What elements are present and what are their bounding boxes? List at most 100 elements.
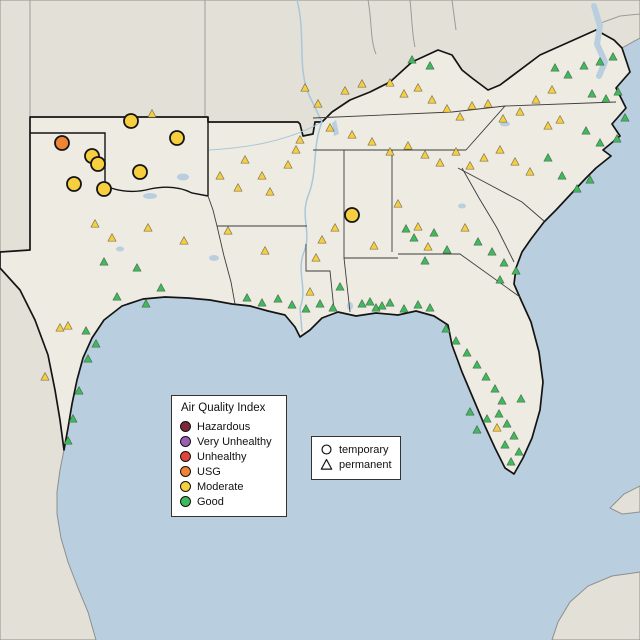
permanent-station-marker (147, 109, 157, 118)
permanent-station-marker (407, 55, 417, 64)
permanent-station-marker (357, 299, 367, 308)
aqi-swatch-moderate (180, 481, 191, 492)
permanent-station-marker (83, 354, 93, 363)
permanent-station-marker (273, 294, 283, 303)
permanent-station-marker (472, 425, 482, 434)
permanent-station-marker (460, 223, 470, 232)
arkansas-river (208, 121, 323, 151)
permanent-station-marker (143, 223, 153, 232)
permanent-station-marker (107, 233, 117, 242)
aqi-legend-item: Moderate (180, 479, 278, 494)
permanent-station-marker (81, 326, 91, 335)
permanent-station-marker (429, 228, 439, 237)
permanent-station-marker (500, 440, 510, 449)
permanent-station-marker (425, 303, 435, 312)
background-state-boundaries (29, 0, 640, 117)
permanent-station-marker (112, 292, 122, 301)
chesapeake-bay (591, 3, 608, 79)
permanent-station-marker (497, 396, 507, 405)
permanent-station-marker (385, 78, 395, 87)
permanent-station-marker (413, 300, 423, 309)
symbol-legend: temporary permanent (311, 436, 401, 480)
temporary-station-marker (344, 207, 360, 223)
permanent-station-marker (215, 171, 225, 180)
permanent-station-marker (91, 339, 101, 348)
permanent-station-marker (515, 107, 525, 116)
permanent-station-marker (315, 299, 325, 308)
aqi-category-label: USG (197, 465, 221, 478)
permanent-station-marker (572, 184, 582, 193)
permanent-station-marker (365, 297, 375, 306)
permanent-station-marker (63, 436, 73, 445)
permanent-station-marker (451, 336, 461, 345)
permanent-station-marker (257, 298, 267, 307)
permanent-station-marker (425, 61, 435, 70)
permanent-station-marker (401, 224, 411, 233)
permanent-station-marker (132, 263, 142, 272)
aqi-swatch-unhealthy (180, 451, 191, 462)
aqi-legend-item: Unhealthy (180, 449, 278, 464)
symbol-legend-item: permanent (320, 457, 392, 472)
permanent-station-marker (90, 219, 100, 228)
permanent-station-marker (313, 99, 323, 108)
permanent-station-marker (465, 161, 475, 170)
permanent-station-marker (393, 199, 403, 208)
permanent-station-marker (467, 101, 477, 110)
permanent-station-marker (595, 138, 605, 147)
permanent-station-marker (260, 246, 270, 255)
aqi-category-label: Very Unhealthy (197, 435, 272, 448)
permanent-station-marker (367, 137, 377, 146)
permanent-station-marker (516, 394, 526, 403)
permanent-station-marker (317, 235, 327, 244)
permanent-station-marker (68, 414, 78, 423)
permanent-station-marker (340, 86, 350, 95)
permanent-station-marker (325, 123, 335, 132)
mississippi-river (296, 0, 323, 333)
permanent-station-marker (502, 419, 512, 428)
permanent-station-marker (300, 83, 310, 92)
permanent-station-marker (179, 236, 189, 245)
triangle-symbol-icon (320, 458, 333, 470)
aqi-category-label: Good (197, 495, 224, 508)
permanent-station-marker (283, 160, 293, 169)
permanent-station-marker (223, 226, 233, 235)
permanent-station-marker (305, 287, 315, 296)
permanent-station-marker (435, 158, 445, 167)
permanent-station-marker (531, 95, 541, 104)
permanent-station-marker (328, 303, 338, 312)
permanent-station-marker (74, 386, 84, 395)
temporary-station-marker (90, 156, 106, 172)
permanent-station-marker (612, 134, 622, 143)
permanent-station-marker (547, 85, 557, 94)
lakes (116, 120, 510, 310)
permanent-station-marker (601, 94, 611, 103)
permanent-station-marker (550, 63, 560, 72)
permanent-station-marker (490, 384, 500, 393)
circle-symbol-icon (321, 444, 332, 455)
permanent-station-marker (295, 135, 305, 144)
permanent-station-marker (595, 57, 605, 66)
permanent-station-marker (462, 348, 472, 357)
permanent-station-marker (543, 153, 553, 162)
temporary-station-marker (123, 113, 139, 129)
permanent-station-marker (472, 360, 482, 369)
permanent-station-marker (427, 95, 437, 104)
temporary-station-marker (132, 164, 148, 180)
permanent-stations-layer (40, 52, 630, 466)
permanent-station-marker (579, 61, 589, 70)
permanent-station-marker (555, 115, 565, 124)
permanent-station-marker (509, 431, 519, 440)
permanent-station-marker (369, 241, 379, 250)
permanent-station-marker (330, 223, 340, 232)
permanent-station-marker (483, 99, 493, 108)
aqi-swatch-very-unhealthy (180, 436, 191, 447)
permanent-station-marker (399, 304, 409, 313)
permanent-station-marker (499, 258, 509, 267)
permanent-station-marker (481, 372, 491, 381)
permanent-station-marker (301, 304, 311, 313)
aqi-legend-item: Good (180, 494, 278, 509)
permanent-station-marker (613, 87, 623, 96)
permanent-station-marker (510, 157, 520, 166)
permanent-station-marker (347, 130, 357, 139)
